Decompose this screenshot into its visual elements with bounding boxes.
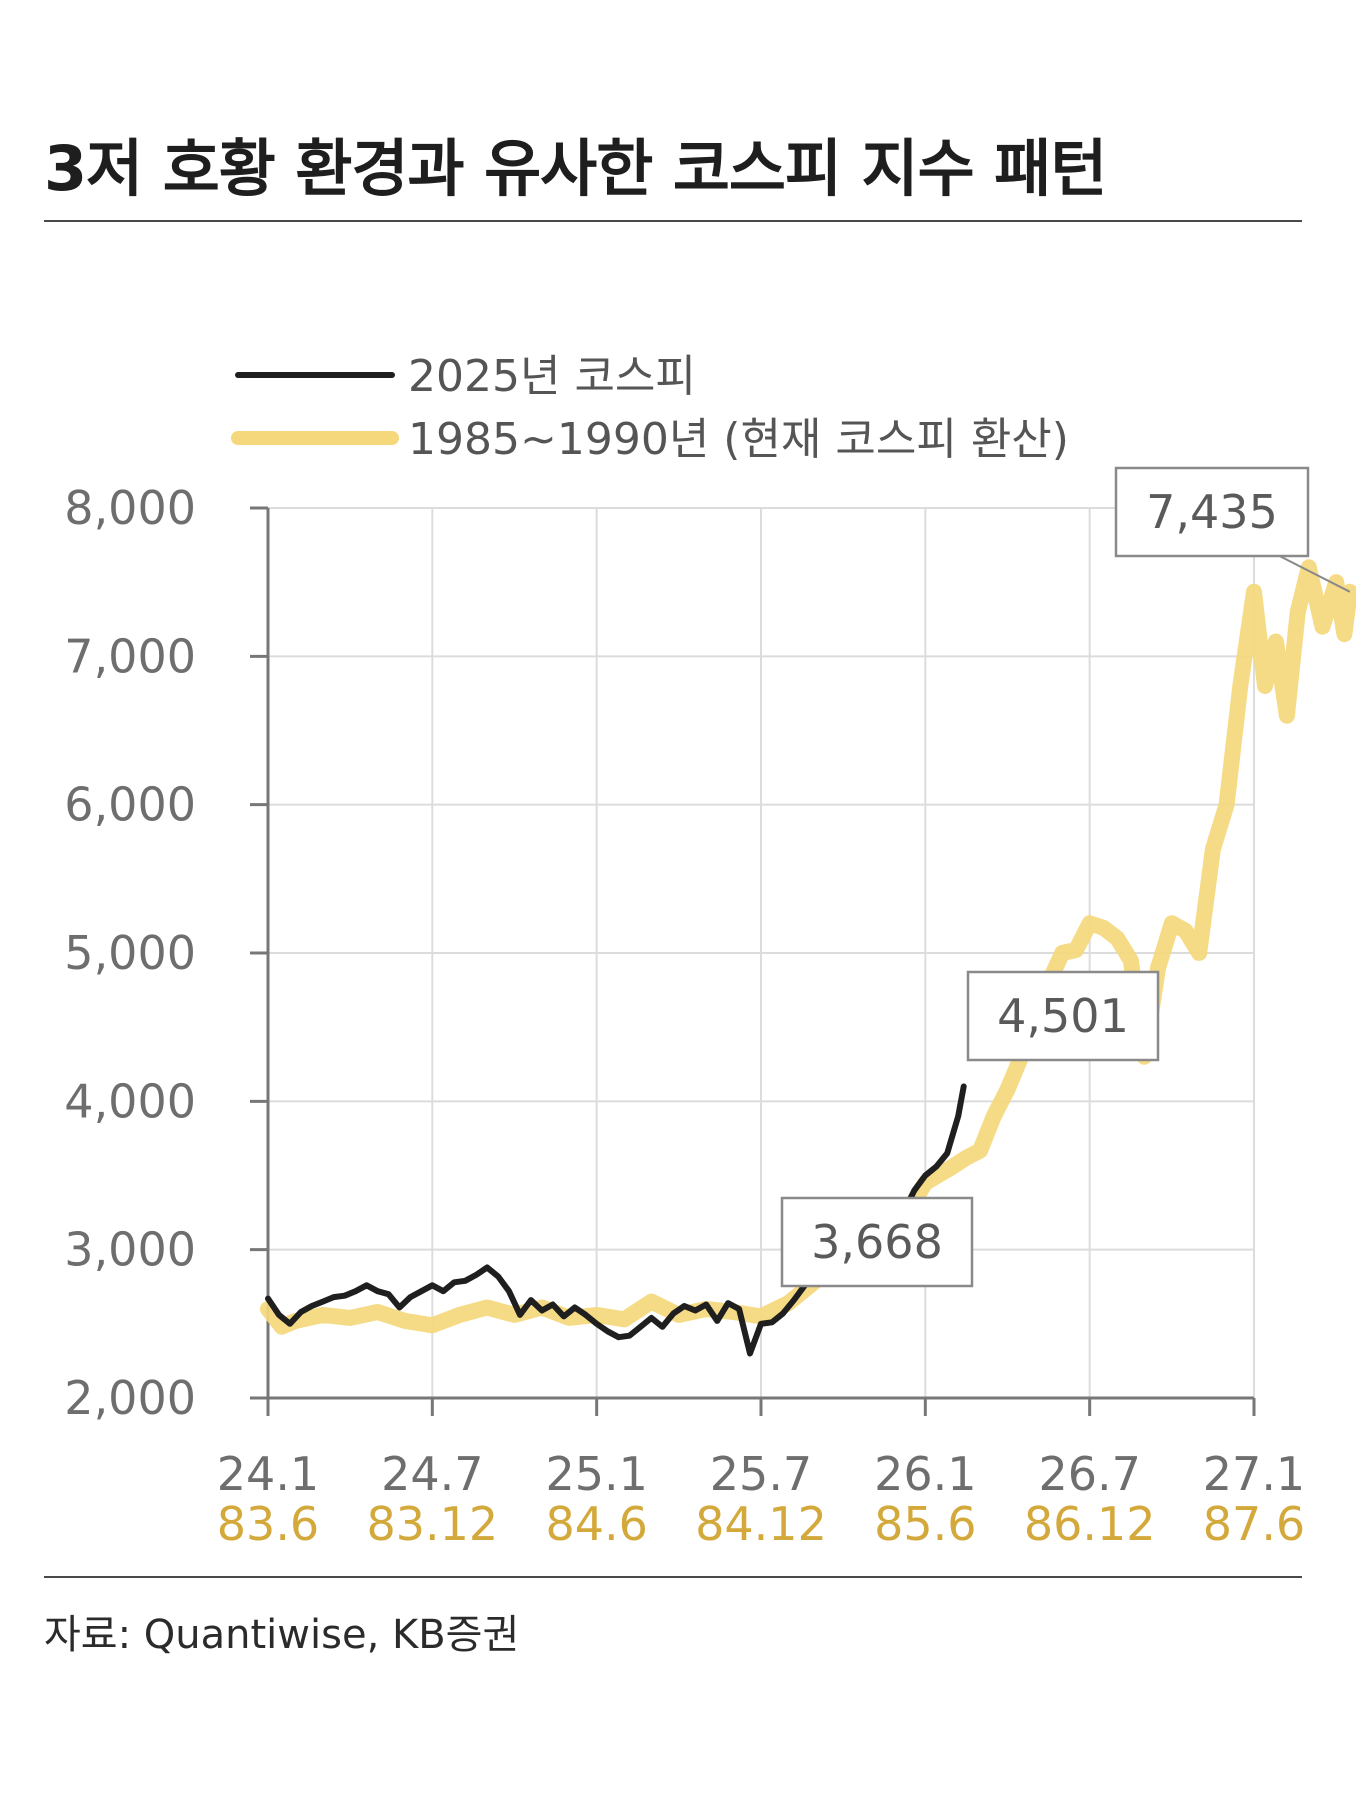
x-tick-label: 26.7 xyxy=(1038,1447,1140,1501)
x-tick-label-secondary: 86.12 xyxy=(1024,1497,1156,1551)
x-tick-label-secondary: 87.6 xyxy=(1203,1497,1305,1551)
line-chart: 2,0003,0004,0005,0006,0007,0008,00024.18… xyxy=(64,351,1356,1551)
x-tick-label: 24.7 xyxy=(381,1447,483,1501)
x-tick-label: 24.1 xyxy=(217,1447,319,1501)
x-tick-label-secondary: 83.12 xyxy=(366,1497,498,1551)
y-tick-label: 8,000 xyxy=(64,481,196,535)
callout-label: 3,668 xyxy=(811,1215,943,1269)
callout-label: 4,501 xyxy=(997,989,1129,1043)
callout-box xyxy=(780,1196,974,1288)
x-tick-label-secondary: 85.6 xyxy=(874,1497,976,1551)
x-tick-label: 25.7 xyxy=(710,1447,812,1501)
x-tick-label: 25.1 xyxy=(545,1447,647,1501)
y-tick-label: 6,000 xyxy=(64,778,196,832)
callout-box xyxy=(1114,466,1310,558)
x-tick-label: 26.1 xyxy=(874,1447,976,1501)
x-tick-label: 27.1 xyxy=(1203,1447,1305,1501)
source-note: 자료: Quantiwise, KB증권 xyxy=(44,1612,520,1658)
x-tick-label-secondary: 84.6 xyxy=(545,1497,647,1551)
y-tick-label: 4,000 xyxy=(64,1074,196,1128)
callout-label: 7,435 xyxy=(1146,485,1278,539)
x-tick-label-secondary: 84.12 xyxy=(695,1497,827,1551)
callout-box xyxy=(966,970,1160,1062)
chart-title: 3저 호황 환경과 유사한 코스피 지수 패턴 xyxy=(44,132,1107,205)
legend-label: 1985~1990년 (현재 코스피 환산) xyxy=(408,414,1069,465)
y-tick-label: 7,000 xyxy=(64,629,196,683)
legend-label: 2025년 코스피 xyxy=(408,351,696,402)
x-tick-label-secondary: 83.6 xyxy=(217,1497,319,1551)
y-tick-label: 3,000 xyxy=(64,1223,196,1277)
y-tick-label: 2,000 xyxy=(64,1371,196,1425)
title-divider xyxy=(44,220,1302,222)
series-line-kospi-1985-1990 xyxy=(260,559,1356,1335)
footer-divider xyxy=(44,1576,1302,1578)
y-tick-label: 5,000 xyxy=(64,926,196,980)
